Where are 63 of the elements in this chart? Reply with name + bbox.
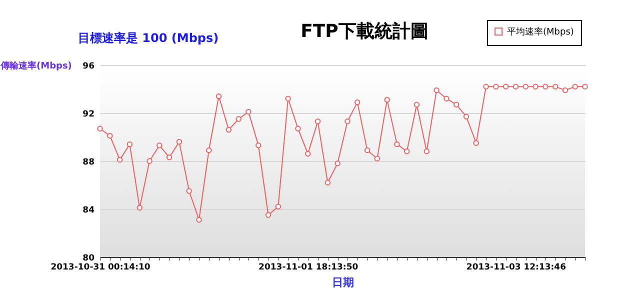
point bbox=[473, 140, 479, 146]
point bbox=[246, 108, 252, 115]
point bbox=[334, 160, 340, 166]
point bbox=[256, 142, 262, 148]
point bbox=[522, 84, 528, 90]
y-tick-label: 88 bbox=[82, 158, 95, 168]
point bbox=[404, 148, 410, 154]
point bbox=[146, 158, 152, 164]
y-tick-label: 92 bbox=[82, 110, 95, 120]
x-tick-label: 2013-10-31 00:14:10 bbox=[50, 262, 150, 272]
point bbox=[97, 126, 103, 132]
point bbox=[562, 87, 568, 94]
chart-title: FTP下載統計圖 bbox=[300, 21, 428, 42]
point bbox=[542, 84, 548, 90]
point bbox=[107, 132, 113, 139]
point bbox=[483, 84, 489, 90]
point bbox=[116, 156, 123, 163]
point bbox=[444, 96, 450, 102]
x-axis-title: 日期 bbox=[332, 276, 354, 289]
point bbox=[414, 102, 420, 108]
point bbox=[582, 84, 588, 90]
y-tick-label: 84 bbox=[82, 206, 95, 216]
y-tick-label: 80 bbox=[82, 254, 95, 264]
text: 目標速率是 100 (Mbps) bbox=[78, 31, 219, 45]
point bbox=[236, 116, 242, 122]
point bbox=[136, 204, 142, 211]
point bbox=[502, 84, 509, 90]
y-tick-label: 96 bbox=[82, 62, 95, 72]
point bbox=[166, 154, 172, 160]
point bbox=[453, 102, 460, 108]
point bbox=[186, 188, 192, 194]
point bbox=[226, 126, 232, 133]
point bbox=[374, 156, 380, 162]
point bbox=[424, 148, 430, 154]
point bbox=[463, 114, 470, 120]
point bbox=[176, 138, 182, 145]
point bbox=[314, 118, 321, 124]
point bbox=[324, 180, 330, 186]
point bbox=[344, 118, 350, 124]
point bbox=[126, 141, 133, 148]
point bbox=[305, 150, 311, 157]
point bbox=[384, 96, 390, 103]
y-axis-title: 傳輸速率(Mbps) bbox=[0, 60, 72, 72]
point bbox=[196, 216, 202, 223]
point bbox=[572, 84, 578, 90]
point bbox=[532, 84, 538, 90]
point bbox=[206, 147, 212, 154]
x-tick-label: 2013-11-01 18:13:50 bbox=[258, 262, 358, 272]
point bbox=[265, 212, 272, 218]
point bbox=[493, 84, 499, 90]
point bbox=[364, 147, 370, 154]
point bbox=[216, 93, 222, 100]
point bbox=[285, 96, 291, 102]
point bbox=[394, 141, 400, 148]
point bbox=[354, 99, 360, 106]
point bbox=[434, 87, 440, 94]
point bbox=[295, 126, 301, 132]
point bbox=[156, 142, 162, 148]
point bbox=[552, 84, 558, 90]
point bbox=[512, 84, 519, 90]
x-tick-label: 2013-11-03 12:13:46 bbox=[466, 262, 566, 272]
point bbox=[275, 204, 282, 210]
legend-label: 平均速率(Mbps) bbox=[507, 26, 574, 38]
